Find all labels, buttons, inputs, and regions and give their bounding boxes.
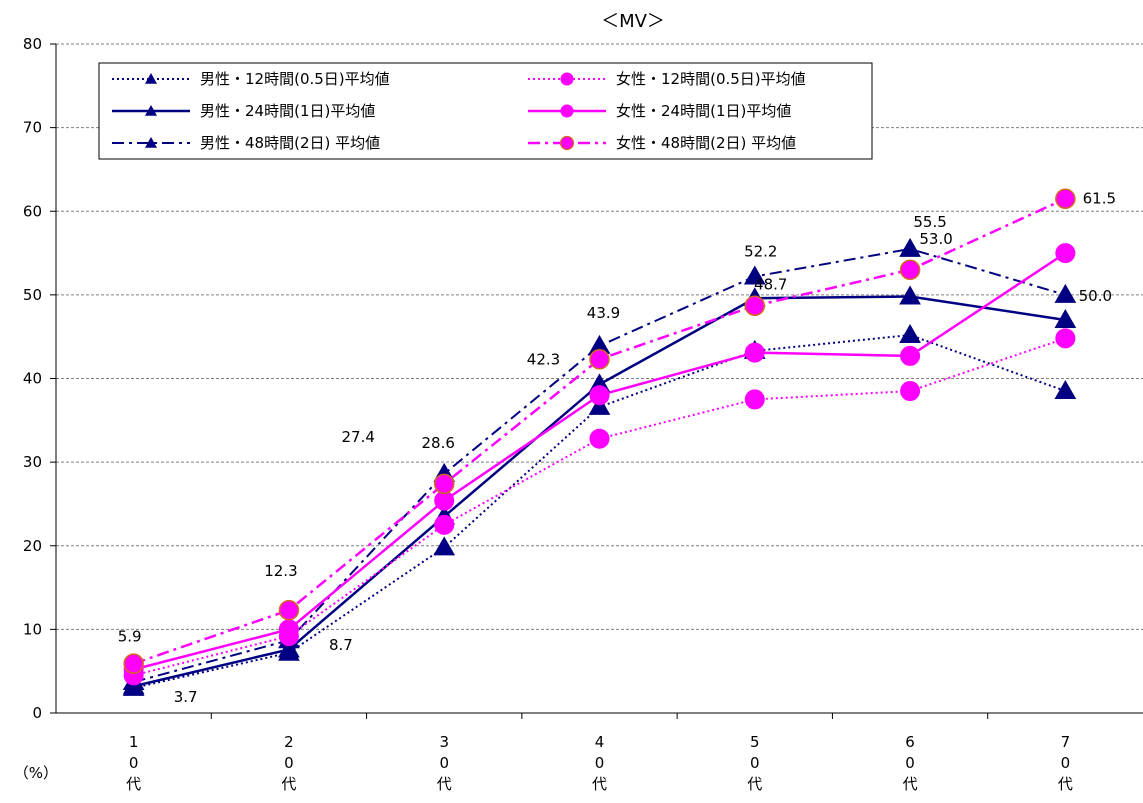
circle-marker xyxy=(744,389,765,410)
data-label: 52.2 xyxy=(744,242,777,260)
triangle-marker xyxy=(1054,380,1077,400)
circle-marker xyxy=(1055,243,1076,264)
circle-marker xyxy=(589,428,610,449)
y-tick-label: 20 xyxy=(23,537,42,555)
x-axis-ticks: 1 0 代 2 0 代 3 0 代 4 0 代 5 0 代 6 0 代 7 0 代 xyxy=(126,713,1073,793)
legend-label: 男性・48時間(2日) 平均値 xyxy=(200,134,380,152)
circle-marker xyxy=(433,473,455,495)
data-label: 61.5 xyxy=(1083,190,1116,208)
data-label: 43.9 xyxy=(587,304,620,322)
circle-marker xyxy=(744,342,765,363)
legend: 男性・12時間(0.5日)平均値男性・24時間(1日)平均値男性・48時間(2日… xyxy=(98,62,873,160)
data-label: 55.5 xyxy=(913,213,946,231)
circle-marker xyxy=(278,619,299,640)
circle-marker xyxy=(744,295,766,316)
legend-label: 女性・48時間(2日) 平均値 xyxy=(616,134,796,152)
circle-marker xyxy=(123,653,144,674)
data-label: 42.3 xyxy=(527,350,560,368)
y-tick-label: 80 xyxy=(23,35,42,53)
legend-label: 女性・24時間(1日)平均値 xyxy=(616,102,791,120)
legend-label: 男性・12時間(0.5日)平均値 xyxy=(200,70,390,88)
circle-marker xyxy=(589,385,610,406)
chart-title: ＜MV＞ xyxy=(601,11,665,32)
triangle-marker xyxy=(433,536,456,556)
triangle-marker xyxy=(899,237,921,257)
data-label: 27.4 xyxy=(342,428,375,446)
y-axis-ticks: 0 10 20 30 40 50 60 70 80 xyxy=(23,35,56,722)
triangle-marker xyxy=(1054,283,1077,303)
legend-label: 女性・12時間(0.5日)平均値 xyxy=(616,70,806,88)
circle-marker xyxy=(1055,188,1076,209)
y-tick-label: 30 xyxy=(23,453,42,471)
circle-marker xyxy=(278,599,300,621)
legend-box xyxy=(98,62,873,160)
data-labels: 3.7 8.7 28.6 43.9 52.2 55.5 50.0 5.9 12.3 27.4 42.… xyxy=(118,190,1116,706)
data-label: 8.7 xyxy=(329,636,353,654)
data-label: 12.3 xyxy=(264,562,297,580)
y-tick-label: 60 xyxy=(23,202,42,220)
circle-marker xyxy=(434,514,455,535)
circle-marker xyxy=(1055,328,1076,349)
triangle-marker xyxy=(743,265,766,285)
y-tick-label: 50 xyxy=(23,286,42,304)
legend-marker xyxy=(560,104,574,118)
y-tick-label: 40 xyxy=(23,370,42,388)
legend-label: 男性・24時間(1日)平均値 xyxy=(200,102,375,120)
series-markers xyxy=(122,188,1077,696)
y-tick-label: 70 xyxy=(23,119,42,137)
legend-marker xyxy=(145,137,157,148)
y-tick-label: 0 xyxy=(32,704,42,722)
legend-marker xyxy=(145,73,157,84)
data-label: 50.0 xyxy=(1079,287,1112,305)
data-label: 53.0 xyxy=(919,230,952,248)
data-label: 48.7 xyxy=(754,276,787,294)
legend-marker xyxy=(560,72,574,86)
legend-marker xyxy=(559,135,575,151)
triangle-marker xyxy=(899,324,921,344)
circle-marker xyxy=(900,381,921,402)
data-label: 3.7 xyxy=(174,688,198,706)
data-label: 28.6 xyxy=(422,434,455,452)
triangle-marker xyxy=(588,395,611,415)
legend-marker xyxy=(145,105,157,116)
triangle-marker xyxy=(899,285,921,305)
y-tick-label: 10 xyxy=(23,620,42,638)
y-unit-label: （%） xyxy=(14,764,58,782)
circle-marker xyxy=(899,259,921,281)
data-label: 5.9 xyxy=(118,628,142,646)
triangle-marker xyxy=(1054,308,1077,328)
circle-marker xyxy=(900,345,921,366)
circle-marker xyxy=(589,349,610,370)
